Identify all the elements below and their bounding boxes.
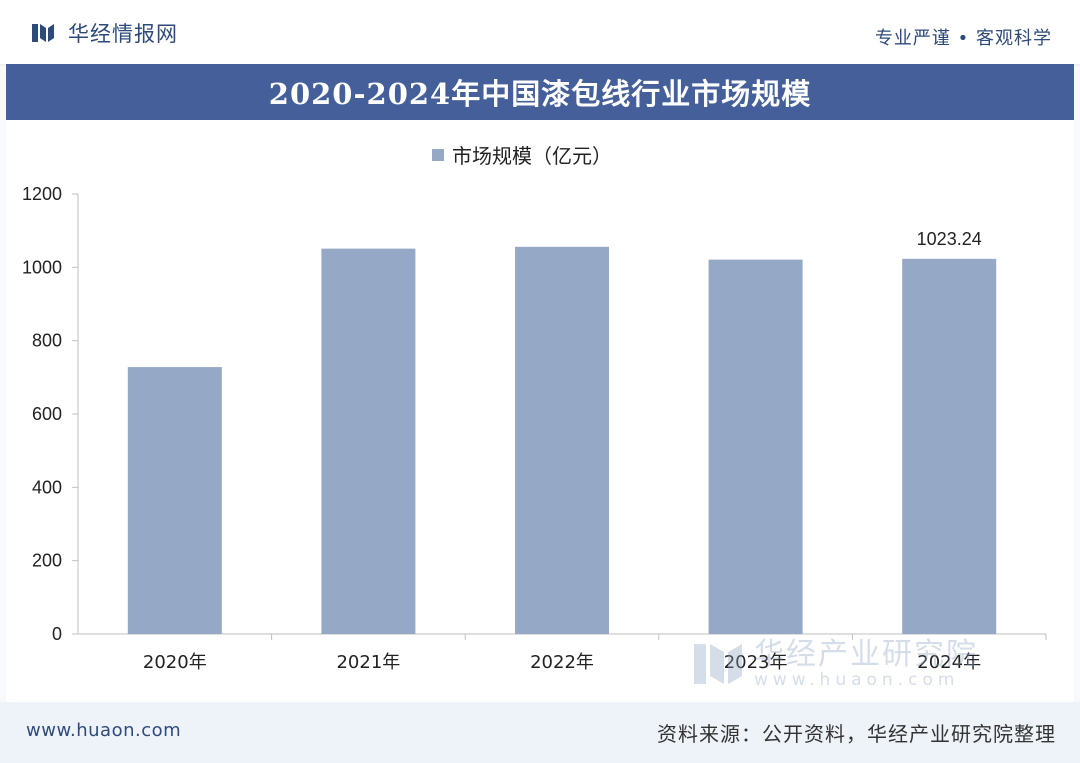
bar-2021年[interactable]: [321, 248, 416, 634]
top-header: 华经情报网 专业严谨 • 客观科学: [0, 0, 1080, 66]
y-tick-label: 0: [52, 624, 62, 644]
bar-2022年[interactable]: [515, 246, 609, 635]
x-category-label: 2023年: [724, 652, 788, 673]
title-bar: 2020-2024年中国漆包线行业市场规模: [6, 64, 1074, 120]
x-category-label: 2022年: [530, 652, 594, 673]
chart-title: 2020-2024年中国漆包线行业市场规模: [268, 77, 812, 111]
slogan: 专业严谨 • 客观科学: [874, 28, 1052, 49]
x-category-label: 2021年: [336, 652, 400, 673]
brand[interactable]: 华经情报网: [30, 18, 178, 48]
brand-logo-icon: [32, 24, 54, 42]
source-note: 资料来源：公开资料，华经产业研究院整理: [657, 722, 1056, 746]
bar-chart: 0 200 400 600 800 1000 1200 2020年 2021年 2022年 2023…: [22, 184, 1047, 673]
watermark-url: www.huaon.com: [754, 670, 960, 691]
bar-2023年[interactable]: [708, 259, 803, 634]
y-tick-label: 600: [32, 404, 62, 424]
data-label: 1023.24: [917, 229, 982, 249]
watermark-name: 华经产业研究院: [754, 637, 978, 673]
y-tick-label: 200: [32, 551, 62, 571]
y-tick-label: 400: [32, 477, 62, 497]
bar-2024年[interactable]: [902, 258, 997, 634]
watermark: 华经产业研究院 www.huaon.com: [690, 636, 978, 692]
watermark-logo-icon: [694, 644, 742, 684]
bar-2020年[interactable]: [127, 367, 222, 634]
x-category-label: 2024年: [917, 652, 981, 673]
legend: 市场规模（亿元）: [432, 140, 612, 169]
y-tick-label: 1200: [22, 184, 62, 204]
legend-swatch: [432, 148, 444, 161]
site-url-link[interactable]: www.huaon.com: [26, 720, 182, 741]
footer: www.huaon.com 资料来源：公开资料，华经产业研究院整理: [0, 702, 1080, 763]
y-tick-label: 1000: [22, 257, 62, 277]
legend-label: 市场规模（亿元）: [452, 144, 612, 168]
brand-name: 华经情报网: [68, 22, 178, 46]
x-category-label: 2020年: [143, 652, 207, 673]
y-tick-label: 800: [32, 331, 62, 351]
